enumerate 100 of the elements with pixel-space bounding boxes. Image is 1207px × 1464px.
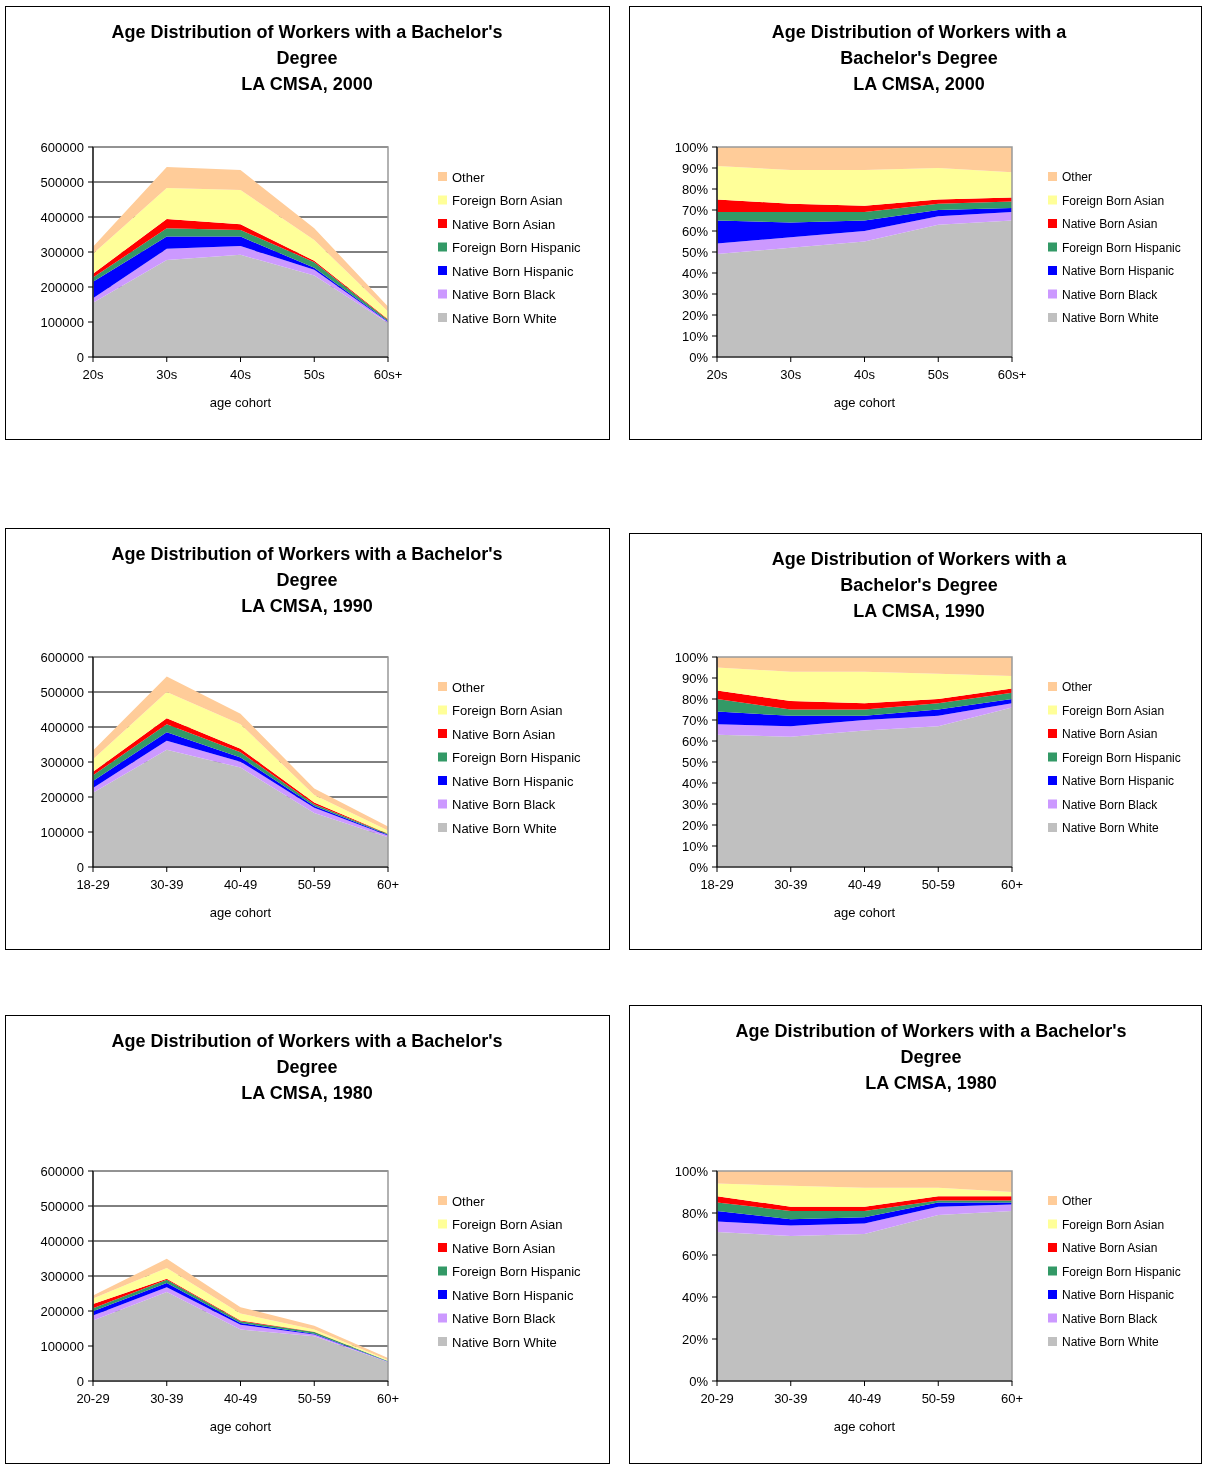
y-tick-label: 500000 <box>40 684 84 700</box>
y-tick-label: 0% <box>689 349 709 365</box>
x-axis-title: age cohort <box>209 905 272 920</box>
legend-label: Native Born Asian <box>452 216 556 232</box>
x-tick-label: 60+ <box>1000 1391 1024 1406</box>
y-tick-label: 0 <box>76 859 84 875</box>
legend-label: Native Born White <box>452 1334 557 1350</box>
y-tick-label: 600000 <box>40 649 84 665</box>
x-tick-label: 18-29 <box>700 877 734 892</box>
legend-label: Native Born White <box>1062 821 1160 836</box>
y-tick-label: 200000 <box>40 1303 84 1319</box>
chart-title: Age Distribution of Workers with a Bachelor's Degree <box>735 1021 1127 1067</box>
x-axis-title: age cohort <box>833 1419 896 1434</box>
chart-title: Age Distribution of Workers with a Bachelor's Degree <box>111 1031 503 1077</box>
x-tick-label: 40s <box>854 367 876 382</box>
x-tick-label: 20-29 <box>76 1391 110 1406</box>
y-tick-label: 60% <box>681 1247 709 1263</box>
y-tick-label: 0 <box>76 349 84 365</box>
legend-label: Foreign Born Asian <box>452 1217 563 1233</box>
legend-label: Native Born Hispanic <box>452 263 574 279</box>
y-tick-label: 400000 <box>40 209 84 225</box>
y-tick-label: 500000 <box>40 174 84 190</box>
y-tick-label: 40% <box>681 1289 709 1305</box>
y-tick-label: 80% <box>681 691 709 707</box>
x-tick-label: 30-39 <box>150 1391 184 1406</box>
x-tick-label: 60+ <box>376 1391 400 1406</box>
y-tick-label: 300000 <box>40 244 84 260</box>
legend-label: Other <box>452 1193 486 1209</box>
x-tick-label: 60s+ <box>997 367 1027 382</box>
y-tick-label: 100% <box>674 1163 709 1179</box>
x-tick-label: 40-49 <box>223 1391 258 1406</box>
legend-label: Other <box>452 169 486 185</box>
legend-label: Foreign Born Hispanic <box>1062 240 1181 255</box>
y-tick-label: 200000 <box>40 279 84 295</box>
x-axis-title: age cohort <box>833 905 896 920</box>
x-axis-title: age cohort <box>209 1419 272 1434</box>
chart-subtitle: LA CMSA, 1990 <box>853 601 985 621</box>
y-tick-label: 300000 <box>40 1268 84 1284</box>
legend-label: Foreign Born Asian <box>1062 1217 1165 1232</box>
y-tick-label: 80% <box>681 181 709 197</box>
y-tick-label: 100% <box>674 649 709 665</box>
y-tick-label: 0 <box>76 1373 84 1389</box>
x-tick-label: 60+ <box>1000 877 1024 892</box>
chart-subtitle: LA CMSA, 2000 <box>853 74 985 94</box>
chart-subtitle: LA CMSA, 1980 <box>865 1073 997 1093</box>
y-tick-label: 60% <box>681 223 709 239</box>
legend-label: Other <box>452 679 486 695</box>
x-tick-label: 30-39 <box>150 877 184 892</box>
legend-label: Other <box>1062 1194 1093 1209</box>
x-tick-label: 30s <box>780 367 802 382</box>
y-tick-label: 400000 <box>40 1233 84 1249</box>
y-tick-label: 100% <box>674 139 709 155</box>
x-tick-label: 50-59 <box>297 1391 331 1406</box>
legend-label: Native Born White <box>452 820 557 836</box>
x-tick-label: 30-39 <box>774 877 808 892</box>
chart-title: Age Distribution of Workers with a Bachelor's Degree <box>111 544 503 590</box>
legend-label: Other <box>1062 680 1093 695</box>
chart-subtitle: LA CMSA, 1990 <box>241 596 373 616</box>
legend-label: Native Born Asian <box>1062 727 1158 742</box>
y-tick-label: 10% <box>681 328 709 344</box>
y-tick-label: 90% <box>681 670 709 686</box>
y-tick-label: 40% <box>681 775 709 791</box>
x-tick-label: 30s <box>156 367 178 382</box>
legend-label: Native Born White <box>1062 311 1160 326</box>
legend-label: Native Born Asian <box>452 1240 556 1256</box>
y-tick-label: 100000 <box>40 824 84 840</box>
x-tick-label: 50-59 <box>921 1391 955 1406</box>
x-tick-label: 20-29 <box>700 1391 734 1406</box>
y-tick-label: 20% <box>681 817 709 833</box>
x-tick-label: 50s <box>303 367 326 382</box>
y-tick-label: 40% <box>681 265 709 281</box>
legend-label: Native Born Hispanic <box>452 1287 574 1303</box>
chart-subtitle: LA CMSA, 1980 <box>241 1083 373 1103</box>
y-tick-label: 100000 <box>40 314 84 330</box>
legend-label: Native Born Hispanic <box>452 773 574 789</box>
legend-label: Native Born Asian <box>1062 1241 1158 1256</box>
legend-label: Native Born Black <box>1062 287 1159 302</box>
x-tick-label: 60+ <box>376 877 400 892</box>
y-tick-label: 80% <box>681 1205 709 1221</box>
chart-title: Age Distribution of Workers with a Bachelor's Degree <box>111 22 503 68</box>
legend-label: Foreign Born Hispanic <box>452 750 582 766</box>
legend-label: Native Born Black <box>452 1311 556 1327</box>
x-tick-label: 50-59 <box>297 877 331 892</box>
y-tick-label: 10% <box>681 838 709 854</box>
x-tick-label: 40-49 <box>223 877 258 892</box>
y-tick-label: 70% <box>681 712 709 728</box>
x-axis-title: age cohort <box>833 395 896 410</box>
legend-label: Foreign Born Asian <box>1062 703 1165 718</box>
x-tick-label: 40s <box>230 367 252 382</box>
chart-title: Age Distribution of Workers with a Bachelor's Degree <box>771 549 1068 595</box>
y-tick-label: 400000 <box>40 719 84 735</box>
y-tick-label: 60% <box>681 733 709 749</box>
legend-label: Native Born Black <box>452 797 556 813</box>
y-tick-label: 30% <box>681 286 709 302</box>
x-tick-label: 50-59 <box>921 877 955 892</box>
y-tick-label: 500000 <box>40 1198 84 1214</box>
x-axis-title: age cohort <box>209 395 272 410</box>
legend-label: Native Born White <box>452 310 557 326</box>
legend-label: Native Born Hispanic <box>1062 264 1175 279</box>
x-tick-label: 40-49 <box>847 877 882 892</box>
